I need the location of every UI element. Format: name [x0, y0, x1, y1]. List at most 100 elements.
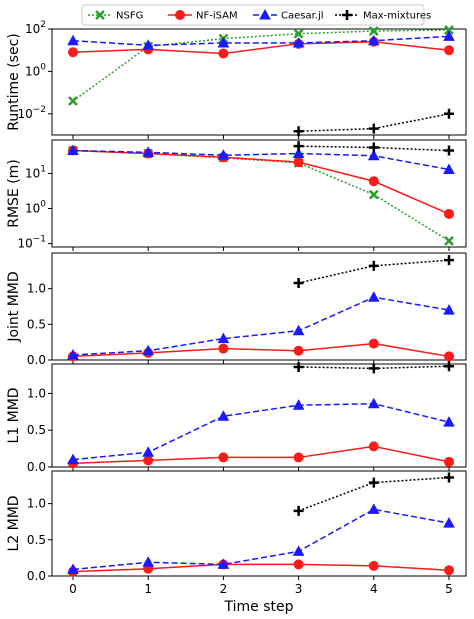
data-point: [368, 560, 379, 571]
legend-label: Max-mixtures: [363, 11, 431, 22]
series-caesar-jl: [67, 144, 455, 174]
data-point: [292, 36, 305, 48]
legend: NSFG NF-iSAM Caesar.jl Max-mixtures: [81, 4, 431, 26]
data-point: [217, 332, 230, 344]
x-axis-label: Time step: [224, 599, 294, 615]
series-max-mixtures: [293, 472, 454, 516]
data-point: [368, 363, 379, 374]
y-tick-label: 10−2: [17, 105, 46, 121]
data-point: [368, 338, 379, 349]
x-tick-label: 2: [220, 582, 228, 596]
data-point: [67, 563, 79, 574]
plot-area: [51, 139, 467, 248]
data-point: [444, 361, 454, 372]
plot-area: [51, 28, 467, 136]
series-line: [72, 296, 450, 356]
data-point: [293, 157, 304, 168]
data-point: [444, 25, 454, 35]
data-point: [443, 416, 455, 427]
x-tick-label: 4: [370, 582, 378, 596]
data-point: [293, 345, 304, 356]
data-point: [217, 36, 230, 48]
series-caesar-jl: [67, 30, 455, 50]
data-point: [68, 96, 78, 106]
plot-area: [51, 470, 467, 577]
legend-marker: [259, 8, 271, 20]
legend-item: NSFG: [88, 10, 143, 22]
series-line: [298, 365, 450, 370]
legend-item: NF-iSAM: [168, 10, 238, 22]
plot-area: [51, 363, 467, 468]
data-point: [368, 176, 379, 187]
data-point: [368, 142, 379, 153]
y-axis-label: RMSE (m): [6, 159, 22, 228]
chart-panel: 0.0 0.5 1.0 Joint MMD: [6, 252, 467, 367]
data-point: [443, 163, 455, 174]
legend-item: Max-mixtures: [335, 10, 431, 22]
data-point: [368, 260, 379, 271]
data-point: [444, 255, 454, 266]
data-point: [67, 348, 79, 360]
data-point: [444, 472, 454, 483]
data-point: [142, 39, 155, 50]
data-point: [292, 545, 305, 556]
legend-marker: [342, 10, 352, 20]
series-line: [298, 145, 450, 152]
data-point: [444, 351, 454, 362]
legend-marker: [95, 10, 105, 20]
data-point: [368, 441, 379, 452]
series-line: [72, 508, 450, 571]
y-axis-label: L1 MMD: [6, 387, 22, 443]
y-tick-label: 10−1: [17, 235, 46, 251]
data-point: [217, 149, 230, 160]
x-tick-label: 3: [295, 582, 303, 596]
data-point: [217, 558, 230, 569]
data-point: [444, 108, 454, 119]
y-tick-label: 0.5: [27, 423, 46, 437]
series-max-mixtures: [293, 141, 454, 156]
series-line: [298, 113, 450, 133]
data-point: [292, 324, 305, 336]
series-caesar-jl: [67, 291, 455, 360]
chart-panel: 0.0 0.5 1.0 L1 MMD: [6, 361, 467, 474]
legend-marker: [175, 10, 185, 20]
data-point: [443, 30, 455, 41]
data-point: [443, 304, 455, 315]
data-point: [443, 517, 455, 528]
legend-item: Caesar.jl: [253, 8, 324, 22]
data-point: [293, 28, 304, 39]
series-max-mixtures: [293, 255, 454, 288]
data-point: [367, 503, 380, 514]
plot-area: [51, 252, 467, 361]
series-line: [72, 563, 450, 573]
y-tick-label: 0.5: [27, 317, 46, 331]
y-axis-label: L2 MMD: [6, 495, 22, 551]
y-tick-label: 100: [25, 200, 46, 216]
series-line: [72, 41, 450, 55]
data-point: [67, 453, 79, 465]
y-tick-label: 102: [25, 20, 46, 36]
series-line: [72, 342, 450, 358]
legend-label: NSFG: [116, 11, 143, 22]
data-point: [142, 446, 155, 457]
data-point: [367, 34, 380, 46]
data-point: [367, 397, 380, 409]
data-point: [292, 399, 305, 410]
data-point: [293, 126, 304, 137]
data-point: [368, 189, 379, 200]
data-point: [444, 565, 454, 576]
data-point: [293, 452, 304, 463]
data-point: [444, 208, 454, 219]
data-point: [292, 147, 305, 159]
data-point: [217, 410, 230, 421]
data-point: [368, 477, 379, 488]
data-point: [67, 144, 79, 156]
y-tick-label: 0.0: [27, 460, 46, 474]
series-line: [72, 149, 450, 215]
x-tick-label: 1: [144, 582, 152, 596]
data-point: [368, 123, 379, 134]
data-point: [142, 556, 155, 567]
